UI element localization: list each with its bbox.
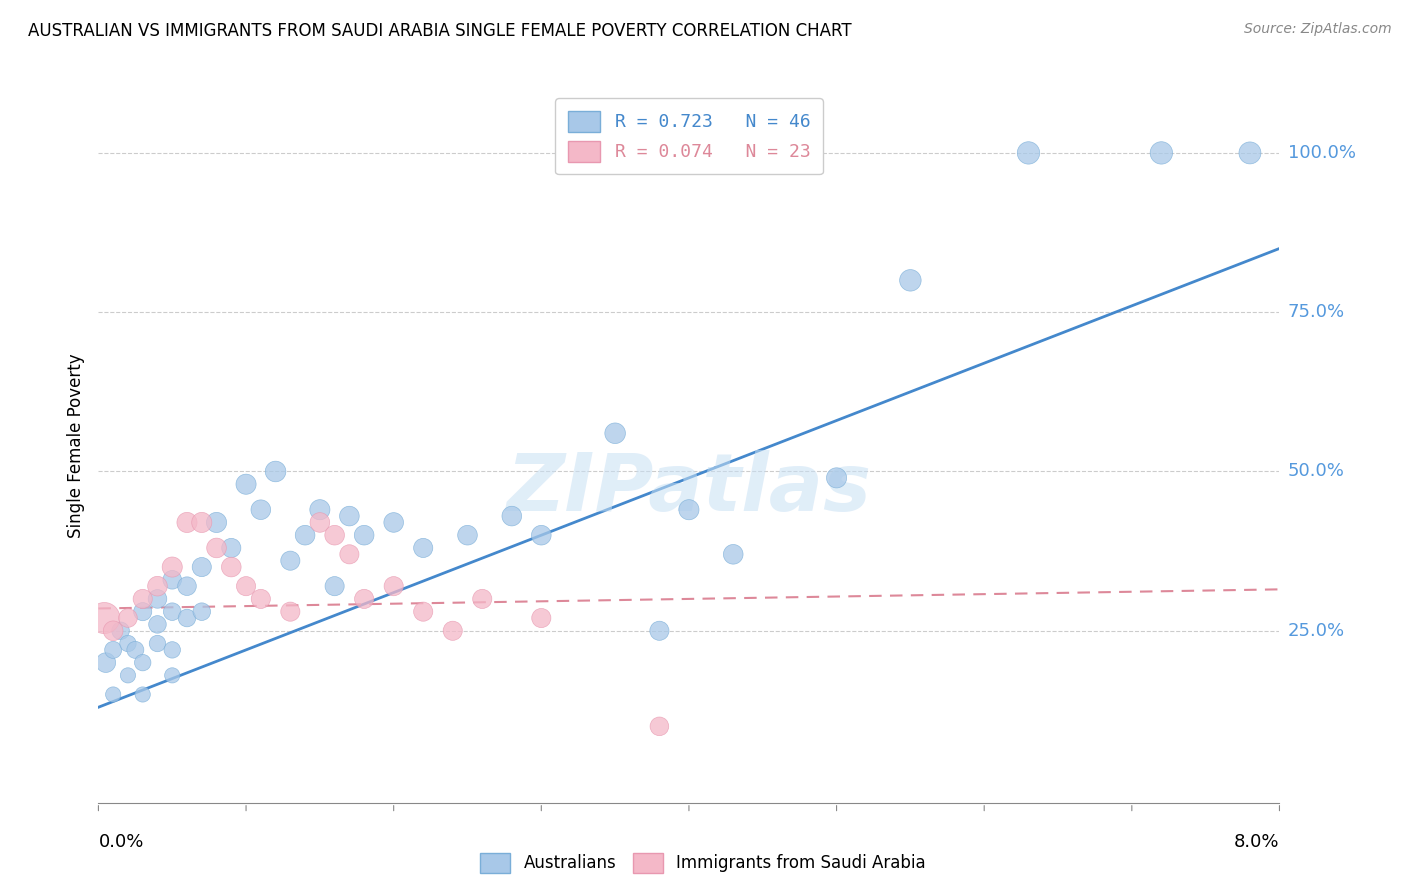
Point <box>219 560 242 574</box>
Point <box>103 624 124 638</box>
Point <box>117 668 139 682</box>
Point <box>250 591 273 606</box>
Point <box>721 547 744 561</box>
Point <box>412 541 434 555</box>
Text: 8.0%: 8.0% <box>1234 833 1279 851</box>
Point <box>132 656 155 670</box>
Text: Source: ZipAtlas.com: Source: ZipAtlas.com <box>1244 22 1392 37</box>
Point <box>1017 145 1039 160</box>
Point <box>323 528 346 542</box>
Y-axis label: Single Female Poverty: Single Female Poverty <box>66 354 84 538</box>
Point <box>648 719 671 733</box>
Point <box>530 611 553 625</box>
Point <box>648 624 671 638</box>
Point <box>501 509 523 524</box>
Point <box>132 688 155 702</box>
Point <box>146 636 169 650</box>
Text: AUSTRALIAN VS IMMIGRANTS FROM SAUDI ARABIA SINGLE FEMALE POVERTY CORRELATION CHA: AUSTRALIAN VS IMMIGRANTS FROM SAUDI ARAB… <box>28 22 852 40</box>
Point <box>132 605 155 619</box>
Point <box>412 605 434 619</box>
Point <box>132 591 155 606</box>
Point <box>146 617 169 632</box>
Point <box>124 643 146 657</box>
Point <box>441 624 464 638</box>
Legend: R = 0.723   N = 46, R = 0.074   N = 23: R = 0.723 N = 46, R = 0.074 N = 23 <box>555 98 823 174</box>
Text: 0.0%: 0.0% <box>98 833 143 851</box>
Point <box>323 579 346 593</box>
Point <box>205 516 228 530</box>
Point <box>176 579 198 593</box>
Point <box>337 547 360 561</box>
Legend: Australians, Immigrants from Saudi Arabia: Australians, Immigrants from Saudi Arabi… <box>474 847 932 880</box>
Point <box>1239 145 1261 160</box>
Point <box>162 668 183 682</box>
Point <box>110 624 132 638</box>
Point <box>94 656 117 670</box>
Text: 100.0%: 100.0% <box>1288 144 1355 162</box>
Point <box>308 502 332 516</box>
Point <box>471 591 494 606</box>
Point <box>825 471 848 485</box>
Point <box>337 509 360 524</box>
Point <box>278 554 301 568</box>
Point <box>117 636 139 650</box>
Point <box>353 528 375 542</box>
Point <box>162 560 183 574</box>
Point <box>294 528 316 542</box>
Point <box>146 579 169 593</box>
Point <box>530 528 553 542</box>
Point <box>382 579 405 593</box>
Point <box>456 528 478 542</box>
Point <box>93 611 115 625</box>
Point <box>382 516 405 530</box>
Text: 75.0%: 75.0% <box>1288 303 1346 321</box>
Point <box>146 591 169 606</box>
Point <box>353 591 375 606</box>
Point <box>191 516 214 530</box>
Point <box>235 477 257 491</box>
Point <box>1150 145 1173 160</box>
Point <box>162 573 183 587</box>
Point <box>308 516 332 530</box>
Point <box>191 560 214 574</box>
Point <box>162 605 183 619</box>
Point <box>205 541 228 555</box>
Point <box>219 541 242 555</box>
Point <box>264 465 287 479</box>
Point <box>250 502 273 516</box>
Point <box>678 502 700 516</box>
Point <box>162 643 183 657</box>
Point <box>103 643 124 657</box>
Point <box>103 688 124 702</box>
Point <box>235 579 257 593</box>
Text: 25.0%: 25.0% <box>1288 622 1346 640</box>
Point <box>191 605 214 619</box>
Point <box>176 611 198 625</box>
Point <box>605 426 627 441</box>
Text: ZIPatlas: ZIPatlas <box>506 450 872 528</box>
Point <box>176 516 198 530</box>
Text: 50.0%: 50.0% <box>1288 462 1344 481</box>
Point <box>117 611 139 625</box>
Point <box>898 273 921 287</box>
Point <box>278 605 301 619</box>
